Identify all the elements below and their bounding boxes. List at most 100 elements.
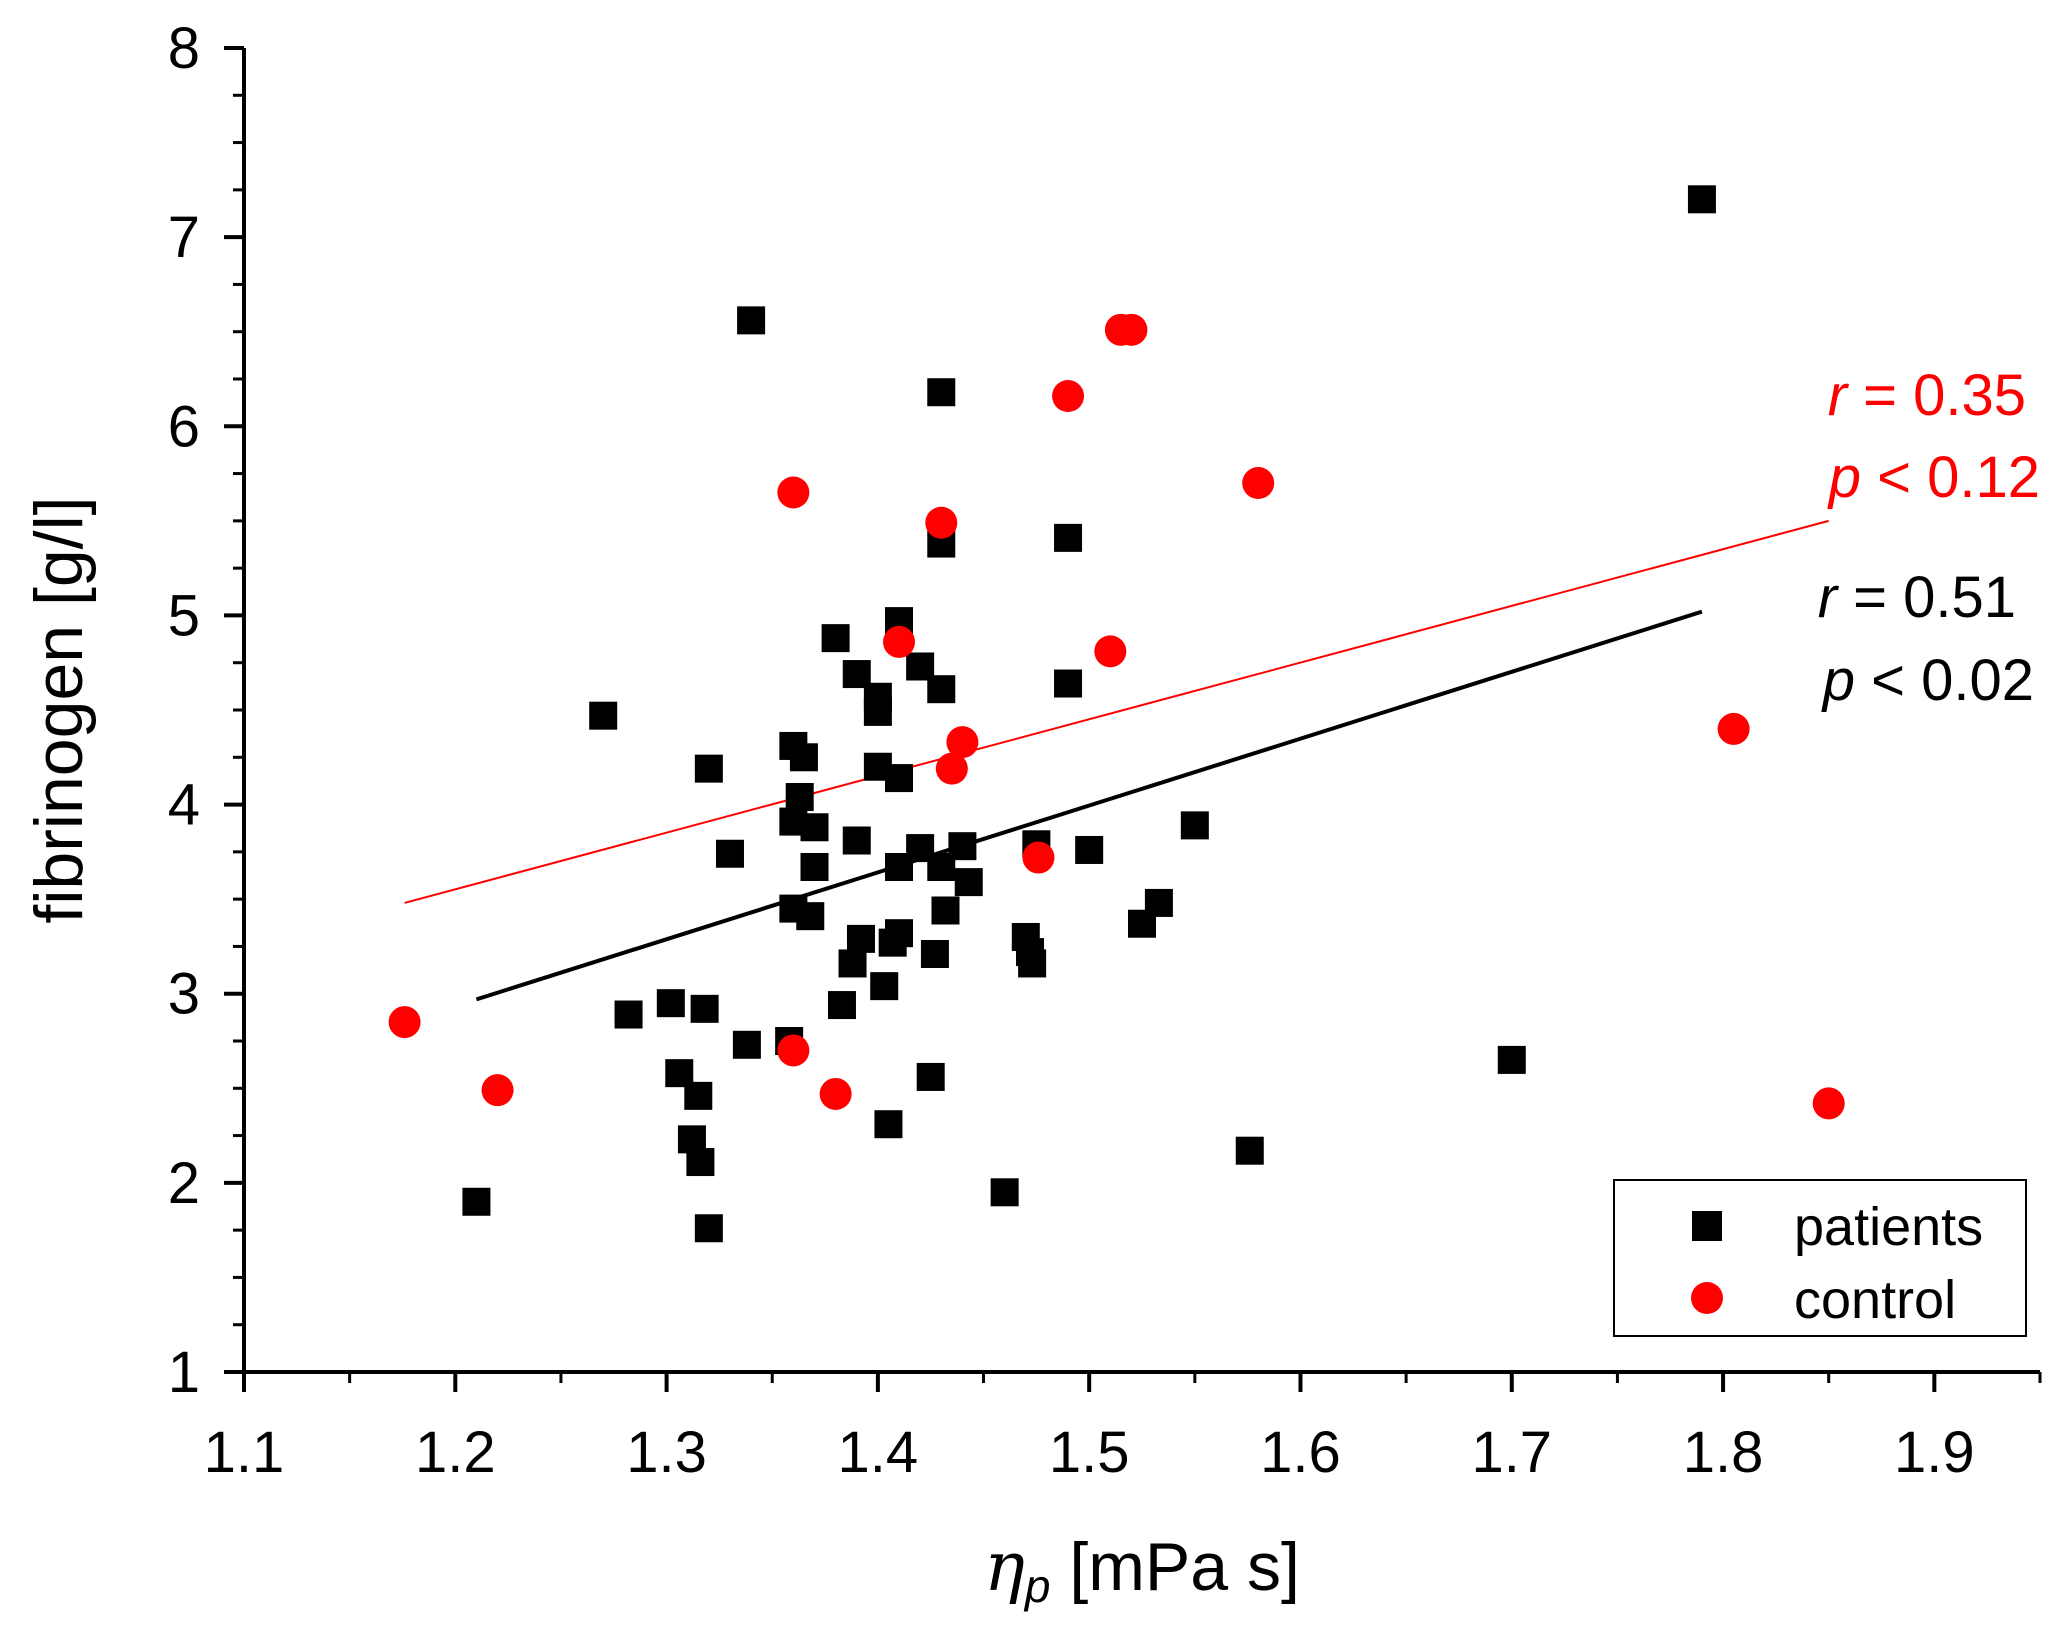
point-patients: [796, 902, 825, 931]
patients-r-symbol: r: [1818, 565, 1840, 630]
point-patients: [690, 994, 719, 1023]
point-patients: [827, 991, 856, 1020]
point-patients: [842, 826, 871, 855]
point-patients: [920, 939, 949, 968]
point-patients: [589, 701, 618, 730]
point-patients: [684, 1081, 713, 1110]
point-control: [925, 506, 958, 539]
point-patients: [874, 1110, 903, 1139]
control-p-text: p < 0.12: [1827, 445, 2040, 510]
patients-p-symbol: p: [1821, 648, 1855, 713]
x-tick-label: 1.9: [1894, 1420, 1975, 1485]
axes: [242, 48, 2040, 1374]
point-control: [1022, 841, 1055, 874]
patients-p-value: < 0.02: [1855, 648, 2034, 713]
y-tick-label: 2: [168, 1151, 200, 1216]
patients-r-text: r = 0.51: [1818, 565, 2016, 630]
point-control: [946, 726, 979, 759]
point-patients: [1054, 523, 1083, 552]
x-axis-symbol: η: [984, 1528, 1025, 1607]
point-patients: [927, 675, 956, 704]
point-patients: [715, 839, 744, 868]
y-tick-label: 1: [168, 1340, 200, 1405]
x-tick-label: 1.3: [626, 1420, 707, 1485]
point-control: [777, 1034, 810, 1067]
legend-label-patients: patients: [1794, 1197, 1983, 1257]
point-control: [1115, 313, 1148, 346]
point-patients: [1235, 1136, 1264, 1165]
stat-annotation-patients: r = 0.51 p < 0.02: [1818, 565, 2034, 713]
legend-box: [1613, 1179, 2027, 1337]
point-patients: [789, 743, 818, 772]
y-tick-label: 4: [168, 773, 200, 838]
legend-label-control: control: [1794, 1270, 1956, 1330]
x-tick-label: 1.2: [415, 1420, 496, 1485]
y-tick-label: 7: [168, 205, 200, 270]
stat-annotation-control: r = 0.35 p < 0.12: [1827, 363, 2040, 510]
control-p-symbol: p: [1827, 445, 1861, 510]
point-patients: [694, 754, 723, 783]
point-patients: [656, 989, 685, 1018]
fit-lines: [404, 519, 1829, 1002]
point-patients: [954, 868, 983, 897]
x-tick-label: 1.7: [1471, 1420, 1552, 1485]
point-patients: [1497, 1045, 1526, 1074]
point-patients: [1075, 835, 1104, 864]
x-tick-label: 1.1: [204, 1420, 285, 1485]
point-patients: [1180, 811, 1209, 840]
point-patients: [686, 1148, 715, 1177]
point-patients: [732, 1030, 761, 1059]
point-patients: [1144, 888, 1173, 917]
point-patients: [870, 972, 899, 1001]
point-patients: [614, 1000, 643, 1029]
point-patients: [846, 924, 875, 953]
point-control: [1052, 380, 1085, 413]
point-patients: [1687, 185, 1716, 214]
y-tick-label: 3: [168, 962, 200, 1027]
control-r-symbol: r: [1828, 363, 1850, 428]
point-control: [819, 1077, 852, 1110]
y-tick-label: 8: [168, 16, 200, 81]
point-control: [388, 1006, 421, 1039]
x-tick-label: 1.6: [1260, 1420, 1341, 1485]
point-patients: [737, 306, 766, 335]
point-patients: [927, 378, 956, 407]
y-tick-label: 6: [168, 394, 200, 459]
legend-marker-control: [1691, 1282, 1723, 1314]
point-patients: [1054, 669, 1083, 698]
point-patients: [694, 1214, 723, 1243]
y-axis-title: fibrinogen [g/l]: [21, 496, 97, 923]
legend-marker-patients: [1692, 1211, 1722, 1241]
fit-line-control: [404, 519, 1829, 904]
point-patients: [931, 896, 960, 925]
x-tick-label: 1.5: [1049, 1420, 1130, 1485]
control-p-value: < 0.12: [1861, 445, 2040, 510]
point-control: [1094, 635, 1127, 668]
control-r-text: r = 0.35: [1828, 363, 2026, 428]
point-control: [1812, 1087, 1845, 1120]
point-patients: [462, 1187, 491, 1216]
point-control: [481, 1074, 514, 1107]
point-control: [935, 752, 968, 785]
x-tick-label: 1.4: [838, 1420, 919, 1485]
control-r-value: = 0.35: [1847, 363, 2026, 428]
point-patients: [948, 832, 977, 861]
point-patients: [1018, 949, 1047, 978]
data-points: [388, 185, 1845, 1243]
point-patients: [863, 697, 892, 726]
x-tick-label: 1.8: [1683, 1420, 1764, 1485]
point-patients: [990, 1178, 1019, 1207]
point-patients: [885, 764, 914, 793]
legend: patients control: [1613, 1179, 2027, 1337]
fit-line-patients: [475, 609, 1703, 1002]
point-control: [1717, 712, 1750, 745]
point-control: [883, 625, 916, 658]
x-axis-subscript: p: [1023, 1560, 1051, 1612]
point-patients: [916, 1062, 945, 1091]
point-patients: [885, 919, 914, 948]
patients-p-text: p < 0.02: [1821, 648, 2034, 713]
point-patients: [800, 852, 829, 881]
point-control: [777, 476, 810, 509]
point-patients: [821, 624, 850, 653]
